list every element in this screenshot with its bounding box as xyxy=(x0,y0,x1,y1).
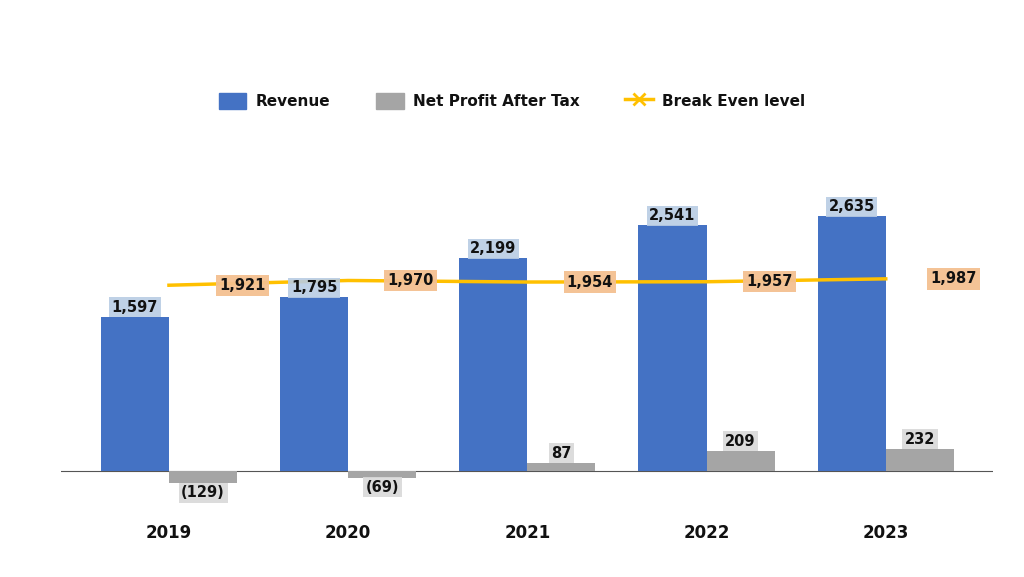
Text: 1,954: 1,954 xyxy=(567,275,613,290)
Text: (129): (129) xyxy=(181,485,225,500)
Text: 1,957: 1,957 xyxy=(746,274,793,289)
Text: 2,199: 2,199 xyxy=(470,241,516,256)
Bar xyxy=(281,297,348,471)
Bar xyxy=(886,448,954,471)
Bar xyxy=(100,317,169,471)
Text: 2,635: 2,635 xyxy=(828,199,874,214)
Legend: Revenue, Net Profit After Tax, Break Even level: Revenue, Net Profit After Tax, Break Eve… xyxy=(219,93,805,109)
Text: 1,970: 1,970 xyxy=(388,273,434,288)
Bar xyxy=(348,471,416,478)
Text: 1,795: 1,795 xyxy=(291,280,337,295)
Bar xyxy=(639,225,707,471)
Bar xyxy=(818,216,886,471)
Text: (69): (69) xyxy=(366,479,399,494)
Bar xyxy=(527,463,596,471)
Text: 1,597: 1,597 xyxy=(112,299,158,314)
Text: 2,541: 2,541 xyxy=(649,208,695,223)
Text: 209: 209 xyxy=(725,434,756,449)
Text: Break Even Chart ($'000): Break Even Chart ($'000) xyxy=(365,54,659,73)
Text: 87: 87 xyxy=(551,445,571,460)
Text: 1,987: 1,987 xyxy=(931,271,977,286)
Text: 1,921: 1,921 xyxy=(219,278,265,293)
Bar xyxy=(459,258,527,471)
Text: 232: 232 xyxy=(904,432,935,447)
Bar xyxy=(707,451,775,471)
Bar xyxy=(169,471,238,484)
